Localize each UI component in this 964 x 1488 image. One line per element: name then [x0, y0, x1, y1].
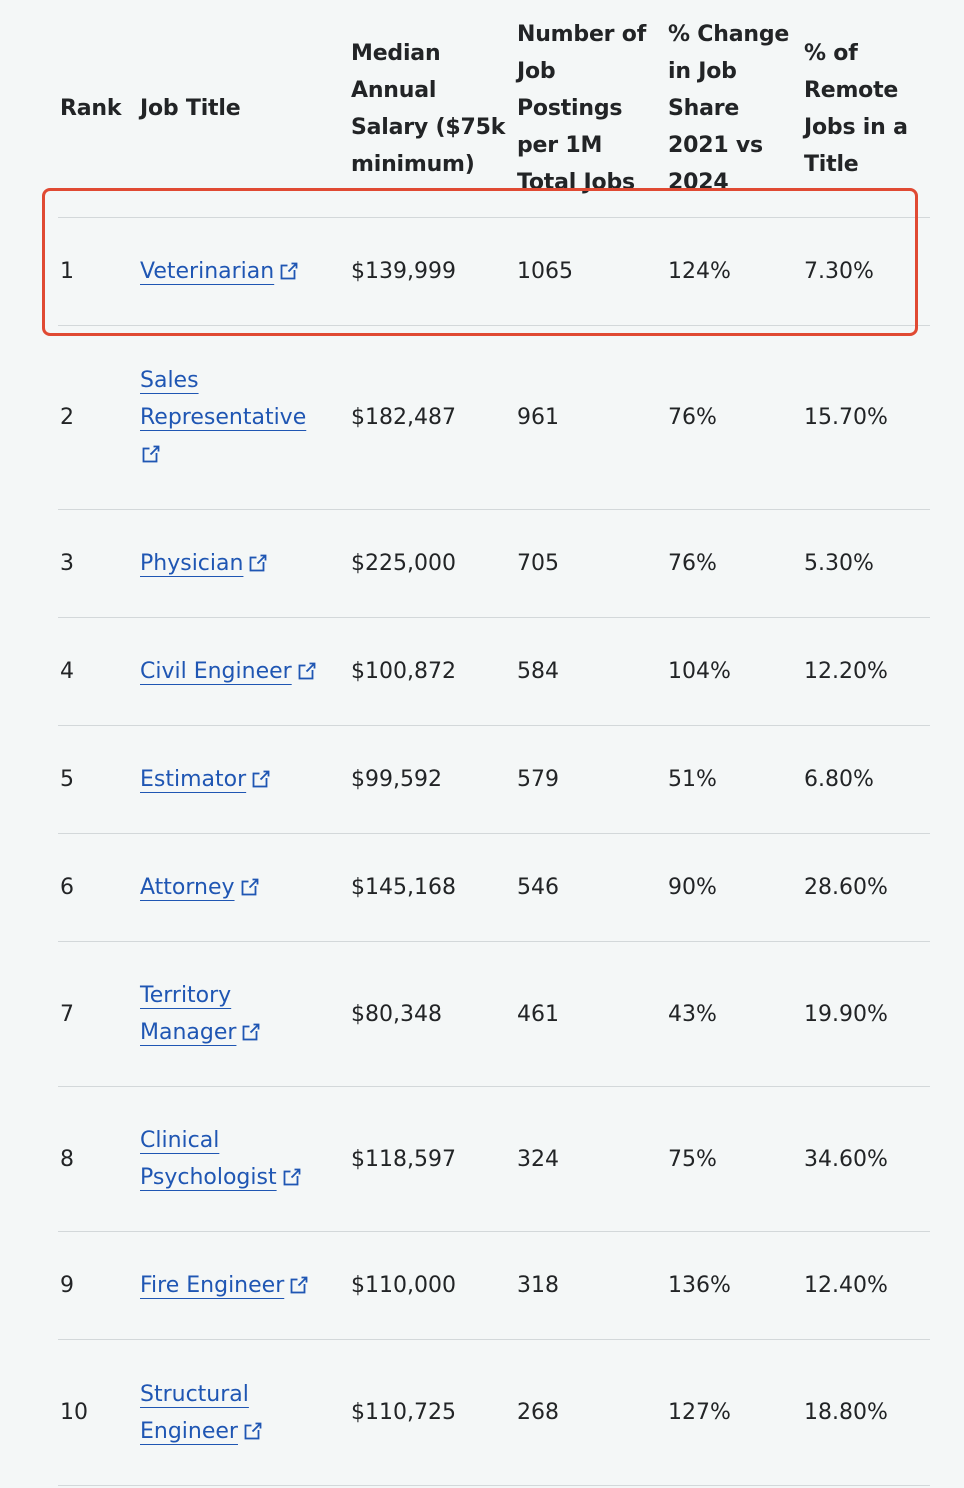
salary-cell: $145,168 [351, 875, 456, 900]
change-cell: 76% [668, 405, 717, 430]
header-remote: % of Remote Jobs in a Title [804, 40, 908, 177]
job-title-link[interactable]: Veterinarian [140, 259, 299, 284]
change-cell: 75% [668, 1146, 717, 1172]
change-cell: 90% [668, 875, 717, 900]
postings-cell: 705 [517, 551, 559, 576]
header-rank: Rank [60, 96, 122, 121]
postings-cell: 268 [517, 1400, 559, 1425]
change-cell: 104% [668, 659, 731, 684]
postings-cell: 546 [517, 875, 559, 900]
remote-cell: 34.60% [804, 1146, 888, 1172]
rank-cell: 6 [60, 875, 74, 900]
remote-cell: 18.80% [804, 1400, 888, 1425]
change-cell: 76% [668, 551, 717, 576]
table-row: 6 Attorney $145,168 546 90% 28.60% [58, 834, 930, 942]
change-cell: 51% [668, 767, 717, 792]
job-title-link[interactable]: Physician [140, 551, 268, 576]
job-title-link[interactable]: Sales Representative [140, 368, 306, 467]
job-title-cell: Estimator [140, 726, 340, 833]
table-row: 9 Fire Engineer $110,000 318 136% 12.40% [58, 1232, 930, 1340]
salary-cell: $100,872 [351, 659, 456, 684]
change-cell: 124% [668, 259, 731, 284]
table-row: 10 Structural Engineer $110,725 268 127% 18.80… [58, 1340, 930, 1486]
salary-cell: $80,348 [351, 1001, 442, 1027]
external-link-icon[interactable] [142, 438, 161, 463]
postings-cell: 579 [517, 767, 559, 792]
rank-cell: 2 [60, 405, 74, 430]
job-title-link[interactable]: Attorney [140, 875, 260, 900]
postings-cell: 584 [517, 659, 559, 684]
salary-cell: $110,000 [351, 1273, 456, 1298]
rank-cell: 4 [60, 659, 74, 684]
remote-cell: 12.40% [804, 1273, 888, 1298]
salary-cell: $110,725 [351, 1400, 456, 1425]
external-link-icon[interactable] [241, 871, 260, 896]
remote-cell: 12.20% [804, 659, 888, 684]
header-salary: Median Annual Salary ($75k minimum) [351, 40, 506, 177]
header-change: % Change in Job Share 2021 vs 2024 [668, 22, 790, 195]
job-title-link[interactable]: Fire Engineer [140, 1273, 309, 1298]
job-ranking-table: Rank Job Title Median Annual Salary ($75… [58, 0, 930, 1486]
job-title-cell: Fire Engineer [140, 1232, 340, 1339]
salary-cell: $139,999 [351, 259, 456, 284]
job-title-cell: Attorney [140, 834, 340, 941]
table-header: Rank Job Title Median Annual Salary ($75… [58, 0, 930, 218]
remote-cell: 5.30% [804, 551, 874, 576]
rank-cell: 8 [60, 1146, 74, 1172]
table-row: 4 Civil Engineer $100,872 584 104% 12.20% [58, 618, 930, 726]
job-title-link[interactable]: Estimator [140, 767, 271, 792]
rank-cell: 1 [60, 259, 74, 284]
header-job-title: Job Title [140, 96, 241, 121]
table-row: 7 Territory Manager $80,348 461 43% 19.90% [58, 942, 930, 1087]
remote-cell: 19.90% [804, 1001, 888, 1027]
rank-cell: 5 [60, 767, 74, 792]
header-postings: Number of Job Postings per 1M Total Jobs [517, 22, 647, 195]
postings-cell: 324 [517, 1146, 559, 1172]
salary-cell: $99,592 [351, 767, 442, 792]
job-title-cell: Territory Manager [140, 942, 340, 1086]
job-title-link[interactable]: Territory Manager [140, 983, 261, 1045]
rank-cell: 10 [60, 1400, 88, 1425]
postings-cell: 461 [517, 1001, 559, 1027]
rank-cell: 3 [60, 551, 74, 576]
job-title-cell: Veterinarian [140, 218, 340, 325]
remote-cell: 15.70% [804, 405, 888, 430]
table-row: 8 Clinical Psychologist $118,597 324 75% 34.60… [58, 1087, 930, 1232]
rank-cell: 7 [60, 1001, 74, 1027]
postings-cell: 318 [517, 1273, 559, 1298]
external-link-icon[interactable] [283, 1161, 302, 1186]
remote-cell: 6.80% [804, 767, 874, 792]
external-link-icon[interactable] [249, 547, 268, 572]
job-title-cell: Structural Engineer [140, 1340, 340, 1485]
job-title-cell: Sales Representative [140, 326, 340, 509]
remote-cell: 7.30% [804, 259, 874, 284]
rank-cell: 9 [60, 1273, 74, 1298]
external-link-icon[interactable] [252, 763, 271, 788]
table-row: 2 Sales Representative $182,487 961 76% 15.70% [58, 326, 930, 510]
salary-cell: $118,597 [351, 1146, 456, 1172]
job-title-cell: Clinical Psychologist [140, 1087, 340, 1231]
change-cell: 127% [668, 1400, 731, 1425]
external-link-icon[interactable] [280, 255, 299, 280]
table-row: 3 Physician $225,000 705 76% 5.30% [58, 510, 930, 618]
remote-cell: 28.60% [804, 875, 888, 900]
job-title-link[interactable]: Structural Engineer [140, 1382, 263, 1444]
salary-cell: $182,487 [351, 405, 456, 430]
postings-cell: 1065 [517, 259, 573, 284]
external-link-icon[interactable] [298, 655, 317, 680]
change-cell: 43% [668, 1001, 717, 1027]
job-title-cell: Physician [140, 510, 340, 617]
external-link-icon[interactable] [244, 1415, 263, 1439]
job-title-cell: Civil Engineer [140, 618, 340, 725]
table-row: 5 Estimator $99,592 579 51% 6.80% [58, 726, 930, 834]
table-body: 1 Veterinarian $139,999 1065 124% 7.30% 2 Sales… [58, 218, 930, 1486]
change-cell: 136% [668, 1273, 731, 1298]
job-title-link[interactable]: Clinical Psychologist [140, 1128, 302, 1190]
table-row: 1 Veterinarian $139,999 1065 124% 7.30% [58, 218, 930, 326]
salary-cell: $225,000 [351, 551, 456, 576]
job-title-link[interactable]: Civil Engineer [140, 659, 317, 684]
external-link-icon[interactable] [242, 1016, 261, 1041]
external-link-icon[interactable] [290, 1269, 309, 1294]
postings-cell: 961 [517, 405, 559, 430]
